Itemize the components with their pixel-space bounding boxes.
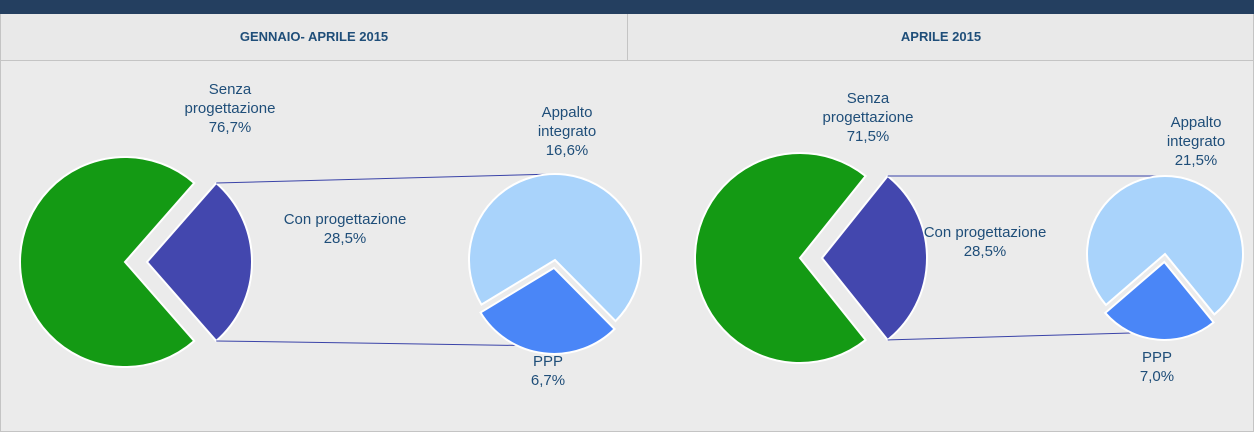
divider bbox=[627, 14, 628, 60]
chart-title: APRILE 2015 bbox=[900, 29, 982, 44]
connector bbox=[216, 173, 556, 184]
category-label: Senza progettazione bbox=[822, 90, 914, 126]
connector bbox=[887, 331, 1166, 341]
value-label: 28,5% bbox=[963, 243, 1007, 260]
category-label: Appalto integrato bbox=[1166, 114, 1226, 150]
category-label: Con progettazione bbox=[923, 224, 1047, 241]
header-row: GENNAIO- APRILE 2015 APRILE 2015 bbox=[0, 14, 1254, 61]
category-label: PPP bbox=[1141, 349, 1172, 366]
pie-slice bbox=[694, 152, 868, 364]
value-label: 7,0% bbox=[1139, 368, 1175, 385]
value-label: 28,5% bbox=[323, 230, 367, 247]
data-label: Con progettazione 28,5% bbox=[280, 210, 410, 248]
sub-pie-slice bbox=[1086, 175, 1244, 316]
category-label: Con progettazione bbox=[283, 211, 407, 228]
pie-slice bbox=[820, 174, 928, 342]
sub-pie-slice bbox=[479, 266, 616, 355]
data-label: Senza progettazione 76,7% bbox=[165, 80, 295, 137]
category-label: Senza progettazione bbox=[184, 81, 276, 117]
value-label: 76,7% bbox=[208, 119, 252, 136]
category-label: PPP bbox=[532, 353, 563, 370]
data-label: PPP 7,0% bbox=[1117, 348, 1197, 386]
value-label: 16,6% bbox=[545, 142, 589, 159]
sub-pie-slice bbox=[1103, 260, 1216, 341]
data-label: Appalto integrato 21,5% bbox=[1141, 113, 1251, 170]
data-label: Appalto integrato 16,6% bbox=[512, 103, 622, 160]
data-label: Senza progettazione 71,5% bbox=[803, 89, 933, 146]
sub-pie-slice bbox=[468, 173, 642, 323]
chart-title: GENNAIO- APRILE 2015 bbox=[239, 29, 389, 44]
data-label: Con progettazione 28,5% bbox=[920, 223, 1050, 261]
value-label: 21,5% bbox=[1174, 152, 1218, 169]
pie-slice bbox=[19, 156, 196, 368]
pie-slice bbox=[145, 181, 253, 343]
value-label: 6,7% bbox=[530, 372, 566, 389]
data-label: PPP 6,7% bbox=[508, 352, 588, 390]
category-label: Appalto integrato bbox=[537, 104, 597, 140]
top-bar bbox=[0, 0, 1254, 14]
connector bbox=[216, 340, 556, 347]
value-label: 71,5% bbox=[846, 128, 890, 145]
